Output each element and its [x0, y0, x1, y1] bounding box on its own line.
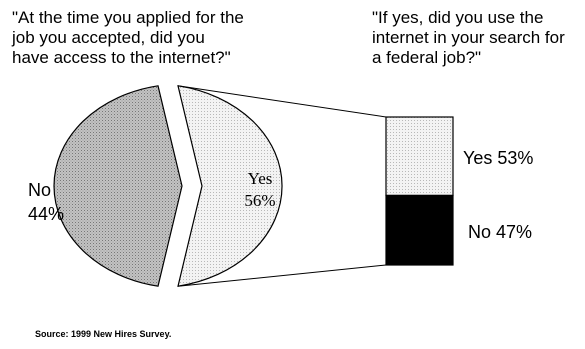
- bar-label-no: No 47%: [468, 222, 532, 242]
- pie-chart-title: "At the time you applied for the job you…: [12, 8, 244, 67]
- bar-chart-title: "If yes, did you use the internet in you…: [372, 8, 565, 67]
- pie-slice-yes: [177, 85, 283, 287]
- pie-value-no: 44%: [28, 204, 64, 224]
- connector-line-top: [177, 85, 387, 118]
- pie-slice-no: [53, 85, 183, 287]
- source-note: Source: 1999 New Hires Survey.: [35, 329, 172, 339]
- bar-segment-yes: [385, 116, 454, 197]
- bar-label-yes: Yes 53%: [463, 148, 533, 168]
- bar-segment-no: [385, 194, 454, 266]
- pie-label-no: No: [28, 180, 51, 200]
- pie-value-yes: 56%: [244, 191, 275, 210]
- connector-line-bottom: [177, 264, 387, 287]
- pie-label-yes: Yes: [248, 169, 273, 188]
